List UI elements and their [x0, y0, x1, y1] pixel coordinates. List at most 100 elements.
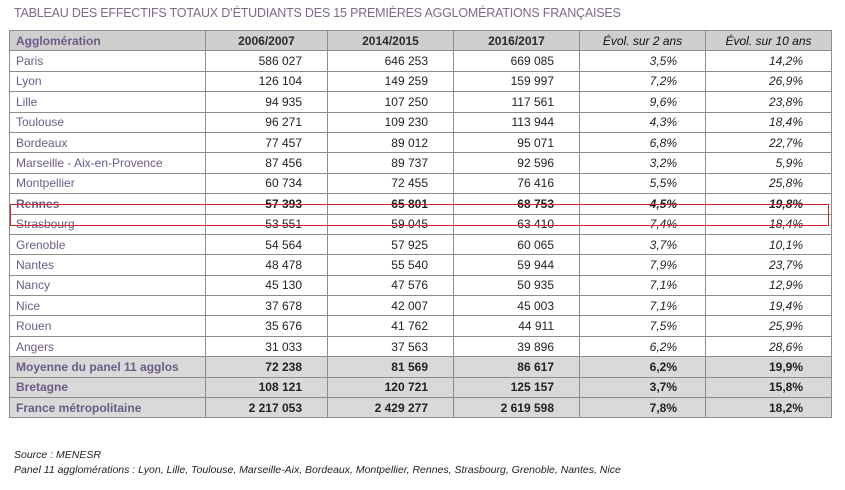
table-row: Bordeaux 77 457 89 012 95 071 6,8% 22,7%	[9, 131, 832, 154]
cell-2006-2007: 31 033	[205, 335, 328, 358]
cell-agglomeration: Moyenne du panel 11 agglos	[9, 356, 206, 378]
cell-2016-2017: 50 935	[453, 274, 580, 297]
cell-agglomeration: Bretagne	[9, 376, 206, 399]
cell-evol-10-ans: 26,9%	[705, 70, 832, 93]
cell-evol-10-ans: 19,9%	[705, 356, 832, 378]
student-count-table: Agglomération 2006/2007 2014/2015 2016/2…	[9, 29, 832, 419]
cell-evol-10-ans: 18,2%	[705, 397, 832, 419]
cell-evol-2-ans: 7,9%	[579, 254, 706, 276]
cell-agglomeration: Lyon	[9, 70, 206, 93]
cell-evol-2-ans: 3,7%	[579, 233, 706, 256]
table-row: Rouen 35 676 41 762 44 911 7,5% 25,9%	[9, 315, 832, 337]
cell-agglomeration: Strasbourg	[9, 213, 206, 235]
cell-2016-2017: 44 911	[453, 315, 580, 337]
cell-2016-2017: 159 997	[453, 70, 580, 93]
cell-evol-10-ans: 23,8%	[705, 91, 832, 113]
cell-2014-2015: 107 250	[327, 91, 454, 113]
cell-2014-2015: 646 253	[327, 50, 454, 72]
table-row: Toulouse 96 271 109 230 113 944 4,3% 18,4%	[9, 111, 832, 133]
cell-evol-10-ans: 14,2%	[705, 50, 832, 72]
cell-2006-2007: 96 271	[205, 111, 328, 133]
cell-2006-2007: 57 393	[205, 193, 328, 215]
cell-evol-10-ans: 19,4%	[705, 295, 832, 317]
cell-2016-2017: 117 561	[453, 91, 580, 113]
cell-evol-2-ans: 7,2%	[579, 70, 706, 93]
cell-2016-2017: 92 596	[453, 152, 580, 174]
cell-2006-2007: 48 478	[205, 254, 328, 276]
cell-evol-10-ans: 12,9%	[705, 274, 832, 297]
summary-row: Bretagne 108 121 120 721 125 157 3,7% 15,8%	[9, 376, 832, 399]
cell-evol-10-ans: 22,7%	[705, 131, 832, 154]
cell-evol-10-ans: 15,8%	[705, 376, 832, 399]
table-row: Lille 94 935 107 250 117 561 9,6% 23,8%	[9, 91, 832, 113]
table-row-highlighted: Rennes 57 393 65 801 68 753 4,5% 19,8%	[9, 193, 832, 215]
header-agglomeration: Agglomération	[9, 29, 206, 52]
cell-2016-2017: 86 617	[453, 356, 580, 378]
cell-agglomeration: France métropolitaine	[9, 397, 206, 419]
cell-evol-10-ans: 5,9%	[705, 152, 832, 174]
header-evol-2-ans: Évol. sur 2 ans	[579, 29, 706, 52]
cell-agglomeration: Toulouse	[9, 111, 206, 133]
cell-2014-2015: 72 455	[327, 172, 454, 195]
cell-evol-2-ans: 4,5%	[579, 193, 706, 215]
cell-2006-2007: 45 130	[205, 274, 328, 297]
source-note: Source : MENESR	[14, 449, 101, 461]
cell-2014-2015: 41 762	[327, 315, 454, 337]
cell-2006-2007: 35 676	[205, 315, 328, 337]
cell-2016-2017: 125 157	[453, 376, 580, 399]
cell-evol-2-ans: 3,7%	[579, 376, 706, 399]
cell-2006-2007: 77 457	[205, 131, 328, 154]
cell-2016-2017: 39 896	[453, 335, 580, 358]
cell-agglomeration: Bordeaux	[9, 131, 206, 154]
header-2016-2017: 2016/2017	[453, 29, 580, 52]
cell-2014-2015: 55 540	[327, 254, 454, 276]
cell-2016-2017: 63 410	[453, 213, 580, 235]
cell-evol-2-ans: 6,2%	[579, 356, 706, 378]
cell-2006-2007: 586 027	[205, 50, 328, 72]
cell-2016-2017: 95 071	[453, 131, 580, 154]
header-2014-2015: 2014/2015	[327, 29, 454, 52]
cell-2014-2015: 89 012	[327, 131, 454, 154]
cell-evol-10-ans: 28,6%	[705, 335, 832, 358]
cell-evol-10-ans: 10,1%	[705, 233, 832, 256]
cell-2014-2015: 65 801	[327, 193, 454, 215]
cell-2006-2007: 53 551	[205, 213, 328, 235]
cell-2006-2007: 87 456	[205, 152, 328, 174]
cell-agglomeration: Paris	[9, 50, 206, 72]
cell-2014-2015: 47 576	[327, 274, 454, 297]
cell-evol-2-ans: 3,5%	[579, 50, 706, 72]
cell-evol-10-ans: 25,8%	[705, 172, 832, 195]
cell-2016-2017: 60 065	[453, 233, 580, 256]
cell-agglomeration: Grenoble	[9, 233, 206, 256]
cell-2006-2007: 54 564	[205, 233, 328, 256]
panel-note: Panel 11 agglomérations : Lyon, Lille, T…	[14, 464, 621, 476]
cell-evol-10-ans: 18,4%	[705, 111, 832, 133]
cell-2016-2017: 113 944	[453, 111, 580, 133]
cell-evol-2-ans: 7,1%	[579, 274, 706, 297]
cell-2014-2015: 59 045	[327, 213, 454, 235]
cell-evol-2-ans: 4,3%	[579, 111, 706, 133]
cell-2016-2017: 68 753	[453, 193, 580, 215]
cell-2014-2015: 2 429 277	[327, 397, 454, 419]
cell-2014-2015: 37 563	[327, 335, 454, 358]
cell-agglomeration: Nice	[9, 295, 206, 317]
cell-evol-10-ans: 18,4%	[705, 213, 832, 235]
cell-evol-2-ans: 6,8%	[579, 131, 706, 154]
cell-evol-2-ans: 7,8%	[579, 397, 706, 419]
cell-agglomeration: Montpellier	[9, 172, 206, 195]
cell-2006-2007: 72 238	[205, 356, 328, 378]
cell-agglomeration: Rouen	[9, 315, 206, 337]
table-row: Montpellier 60 734 72 455 76 416 5,5% 25,8%	[9, 172, 832, 195]
table-row: Nantes 48 478 55 540 59 944 7,9% 23,7%	[9, 254, 832, 276]
cell-evol-2-ans: 7,1%	[579, 295, 706, 317]
cell-2014-2015: 120 721	[327, 376, 454, 399]
cell-2016-2017: 59 944	[453, 254, 580, 276]
table-row: Marseille - Aix-en-Provence 87 456 89 737 9…	[9, 152, 832, 174]
cell-2014-2015: 89 737	[327, 152, 454, 174]
cell-2016-2017: 2 619 598	[453, 397, 580, 419]
cell-evol-10-ans: 19,8%	[705, 193, 832, 215]
table-row: Strasbourg 53 551 59 045 63 410 7,4% 18,4%	[9, 213, 832, 235]
table-row: Angers 31 033 37 563 39 896 6,2% 28,6%	[9, 335, 832, 358]
cell-2006-2007: 60 734	[205, 172, 328, 195]
cell-evol-10-ans: 23,7%	[705, 254, 832, 276]
